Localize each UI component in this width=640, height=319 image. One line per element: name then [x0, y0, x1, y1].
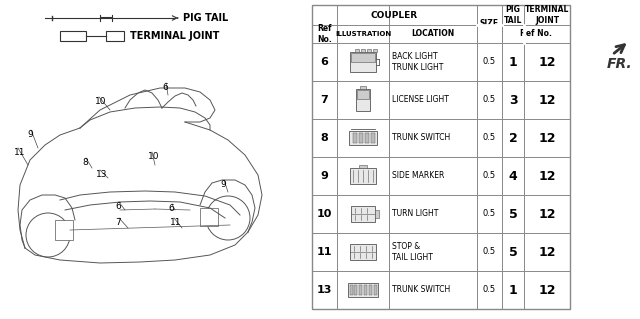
- Text: 1: 1: [509, 284, 517, 296]
- Text: 6: 6: [162, 83, 168, 92]
- Text: 12: 12: [538, 93, 556, 107]
- Text: 6: 6: [168, 204, 173, 213]
- Text: 0.5: 0.5: [483, 57, 496, 66]
- Text: 10: 10: [95, 97, 106, 106]
- Text: 12: 12: [538, 284, 556, 296]
- Bar: [373, 49, 377, 52]
- Text: 5: 5: [509, 246, 517, 258]
- Bar: [374, 285, 376, 295]
- Text: 5: 5: [509, 207, 517, 220]
- Text: 8: 8: [82, 158, 88, 167]
- Text: SIDE MARKER: SIDE MARKER: [392, 172, 444, 181]
- Text: 0.5: 0.5: [483, 210, 496, 219]
- Bar: [359, 165, 367, 168]
- Text: 0.5: 0.5: [483, 248, 496, 256]
- Bar: [356, 89, 370, 111]
- Bar: [348, 283, 378, 297]
- Text: 0.5: 0.5: [483, 133, 496, 143]
- Text: 3: 3: [509, 93, 517, 107]
- Bar: [353, 133, 357, 143]
- Text: 12: 12: [538, 131, 556, 145]
- Text: 1: 1: [509, 56, 517, 69]
- Text: Ref
No.: Ref No.: [317, 24, 332, 44]
- Text: LICENSE LIGHT: LICENSE LIGHT: [392, 95, 449, 105]
- Text: TURN LIGHT: TURN LIGHT: [392, 210, 438, 219]
- Bar: [355, 285, 357, 295]
- Text: FR.: FR.: [607, 57, 632, 71]
- Text: BACK LIGHT
TRUNK LIGHT: BACK LIGHT TRUNK LIGHT: [392, 52, 444, 72]
- Text: LOCATION: LOCATION: [412, 29, 454, 39]
- Bar: [349, 131, 377, 145]
- Text: 11: 11: [14, 148, 26, 157]
- Bar: [106, 31, 124, 41]
- Bar: [60, 31, 86, 41]
- Text: 10: 10: [148, 152, 159, 161]
- Bar: [375, 210, 379, 218]
- Bar: [367, 49, 371, 52]
- Text: 2: 2: [509, 131, 517, 145]
- Bar: [200, 208, 218, 226]
- Text: 9: 9: [321, 171, 328, 181]
- Bar: [361, 49, 365, 52]
- Bar: [359, 133, 363, 143]
- Bar: [357, 90, 369, 99]
- Text: SIZE: SIZE: [480, 19, 499, 28]
- Text: 8: 8: [321, 133, 328, 143]
- Text: 6: 6: [115, 202, 121, 211]
- Text: TRUNK SWITCH: TRUNK SWITCH: [392, 286, 451, 294]
- Text: 13: 13: [317, 285, 332, 295]
- Text: 12: 12: [538, 169, 556, 182]
- Text: ILLUSTRATION: ILLUSTRATION: [335, 31, 391, 37]
- Text: PIG
TAIL: PIG TAIL: [504, 5, 522, 25]
- Bar: [371, 133, 375, 143]
- Bar: [364, 285, 367, 295]
- Text: TERMINAL
JOINT: TERMINAL JOINT: [525, 5, 569, 25]
- Text: TRUNK SWITCH: TRUNK SWITCH: [392, 133, 451, 143]
- Bar: [351, 53, 375, 62]
- Bar: [312, 5, 570, 309]
- Text: 7: 7: [115, 218, 121, 227]
- Text: Ref No.: Ref No.: [520, 29, 552, 39]
- Text: 4: 4: [509, 169, 517, 182]
- Text: TERMINAL JOINT: TERMINAL JOINT: [130, 31, 220, 41]
- Bar: [350, 244, 376, 260]
- Text: STOP &
TAIL LIGHT: STOP & TAIL LIGHT: [392, 242, 433, 262]
- Text: 0.5: 0.5: [483, 95, 496, 105]
- Text: 12: 12: [538, 246, 556, 258]
- Bar: [350, 168, 376, 184]
- Bar: [369, 285, 372, 295]
- Text: 7: 7: [321, 95, 328, 105]
- Bar: [350, 52, 376, 72]
- Text: COUPLER: COUPLER: [371, 11, 418, 19]
- Bar: [365, 133, 369, 143]
- Bar: [55, 220, 73, 240]
- Text: 10: 10: [317, 209, 332, 219]
- Text: 13: 13: [96, 170, 108, 179]
- Text: 9: 9: [27, 130, 33, 139]
- Text: 11: 11: [170, 218, 182, 227]
- Text: 12: 12: [538, 56, 556, 69]
- Text: PIG TAIL: PIG TAIL: [183, 13, 228, 23]
- Text: 9: 9: [220, 180, 226, 189]
- Text: 11: 11: [317, 247, 332, 257]
- Bar: [360, 86, 366, 89]
- Text: 0.5: 0.5: [483, 286, 496, 294]
- Bar: [351, 206, 375, 222]
- Bar: [349, 285, 353, 295]
- Text: 0.5: 0.5: [483, 172, 496, 181]
- Text: 6: 6: [321, 57, 328, 67]
- Bar: [359, 285, 362, 295]
- Text: 12: 12: [538, 207, 556, 220]
- Bar: [355, 49, 359, 52]
